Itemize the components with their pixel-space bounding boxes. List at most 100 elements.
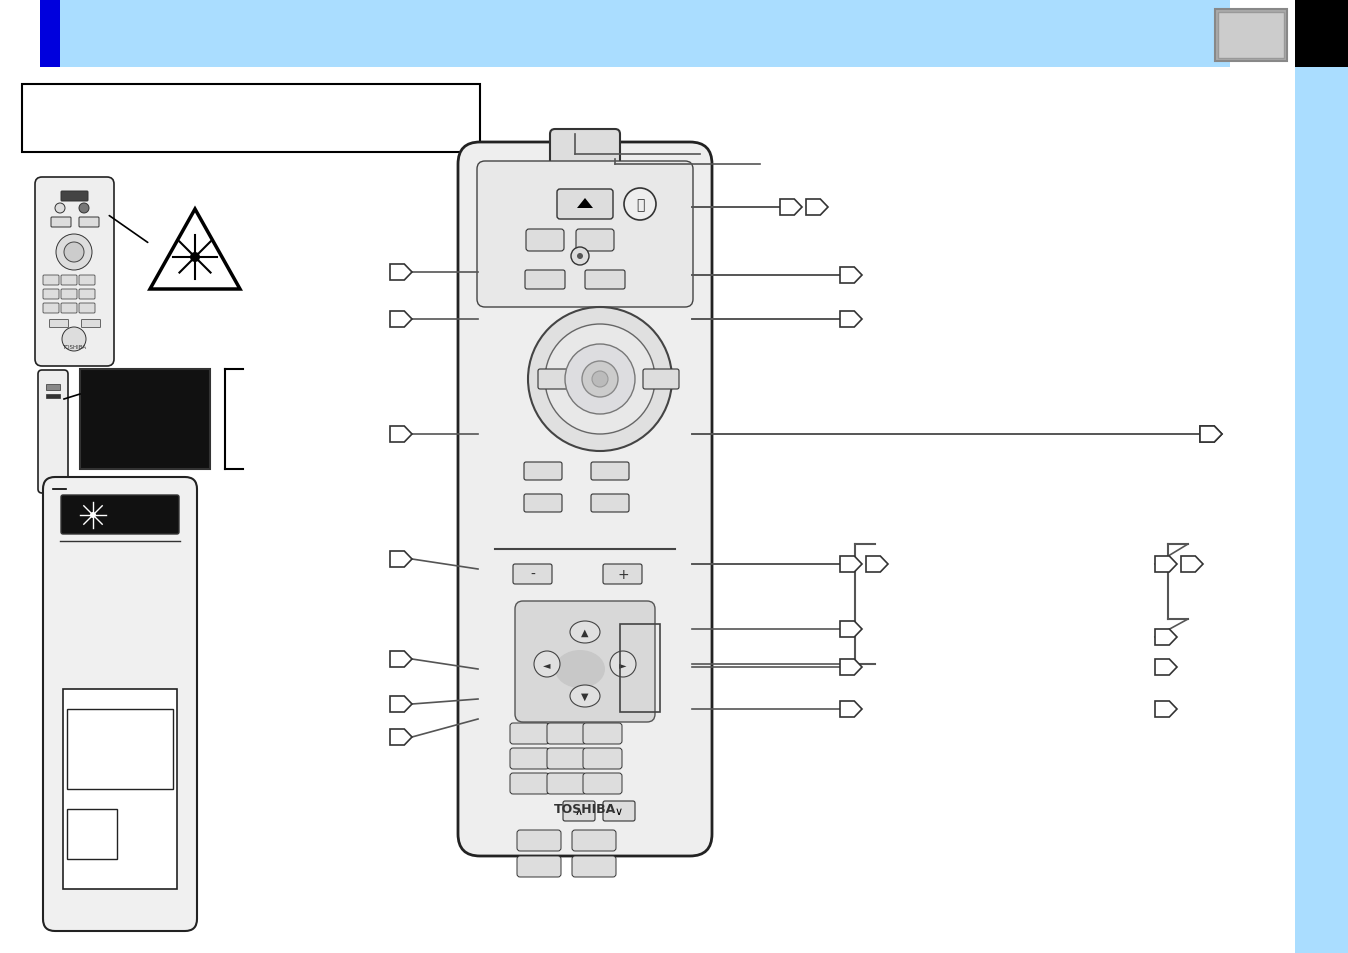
Text: +: + [617, 567, 628, 581]
FancyBboxPatch shape [582, 723, 621, 744]
Circle shape [592, 372, 608, 388]
Text: ◄: ◄ [543, 659, 551, 669]
Text: -: - [531, 567, 535, 581]
FancyBboxPatch shape [51, 218, 71, 228]
FancyBboxPatch shape [61, 290, 77, 299]
Polygon shape [150, 210, 240, 290]
FancyBboxPatch shape [572, 830, 616, 851]
Circle shape [62, 328, 86, 352]
FancyBboxPatch shape [547, 723, 586, 744]
FancyBboxPatch shape [80, 304, 94, 314]
Bar [1295, 68, 1348, 953]
FancyBboxPatch shape [524, 271, 565, 290]
FancyBboxPatch shape [80, 275, 94, 286]
Bar [46, 395, 61, 398]
Polygon shape [840, 268, 861, 284]
FancyBboxPatch shape [524, 495, 562, 513]
FancyBboxPatch shape [477, 162, 693, 308]
FancyBboxPatch shape [61, 496, 179, 535]
Ellipse shape [570, 685, 600, 707]
Circle shape [565, 345, 635, 415]
Polygon shape [840, 621, 861, 638]
Polygon shape [1200, 427, 1223, 442]
Polygon shape [1155, 629, 1177, 645]
FancyBboxPatch shape [61, 304, 77, 314]
FancyBboxPatch shape [80, 290, 94, 299]
Bar [46, 385, 61, 391]
Circle shape [545, 325, 655, 435]
Polygon shape [390, 427, 412, 442]
FancyBboxPatch shape [510, 723, 549, 744]
Polygon shape [840, 701, 861, 718]
Circle shape [63, 243, 84, 263]
FancyBboxPatch shape [550, 130, 620, 180]
Polygon shape [780, 200, 802, 215]
FancyBboxPatch shape [547, 773, 586, 794]
FancyBboxPatch shape [526, 230, 563, 252]
Circle shape [90, 513, 96, 518]
FancyBboxPatch shape [81, 320, 101, 328]
Text: TOSHIBA: TOSHIBA [62, 345, 86, 350]
Text: ▼: ▼ [581, 691, 589, 701]
Polygon shape [840, 659, 861, 676]
FancyBboxPatch shape [43, 275, 59, 286]
FancyBboxPatch shape [43, 477, 197, 931]
Bar [22, 85, 480, 152]
Text: ∧: ∧ [576, 806, 584, 816]
Bar [40, 0, 61, 68]
FancyBboxPatch shape [61, 275, 77, 286]
Text: ∨: ∨ [615, 806, 623, 816]
Polygon shape [865, 557, 888, 573]
Circle shape [57, 234, 92, 271]
Circle shape [55, 204, 65, 213]
FancyBboxPatch shape [514, 564, 551, 584]
Polygon shape [577, 199, 593, 209]
Ellipse shape [555, 650, 605, 688]
FancyBboxPatch shape [582, 773, 621, 794]
FancyBboxPatch shape [515, 601, 655, 722]
Ellipse shape [570, 621, 600, 643]
FancyBboxPatch shape [603, 801, 635, 821]
Bar [67, 709, 173, 789]
Text: TOSHIBA: TOSHIBA [554, 802, 616, 816]
FancyBboxPatch shape [43, 290, 59, 299]
Text: ►: ► [619, 659, 627, 669]
Text: ⏻: ⏻ [636, 198, 644, 212]
FancyBboxPatch shape [603, 564, 642, 584]
FancyBboxPatch shape [590, 462, 630, 480]
Circle shape [572, 248, 589, 266]
Text: ▲: ▲ [581, 627, 589, 638]
Circle shape [190, 253, 200, 263]
FancyBboxPatch shape [510, 748, 549, 769]
Ellipse shape [534, 651, 559, 678]
FancyBboxPatch shape [50, 320, 69, 328]
Polygon shape [390, 729, 412, 745]
FancyBboxPatch shape [538, 370, 574, 390]
Polygon shape [1155, 659, 1177, 676]
Bar [63, 689, 177, 889]
Bar [1219, 13, 1285, 59]
FancyBboxPatch shape [38, 371, 67, 494]
Bar [1215, 10, 1287, 62]
Bar [620, 624, 661, 712]
FancyBboxPatch shape [518, 856, 561, 877]
FancyBboxPatch shape [557, 190, 613, 220]
Polygon shape [1155, 557, 1177, 573]
FancyBboxPatch shape [524, 462, 562, 480]
Polygon shape [390, 552, 412, 567]
FancyBboxPatch shape [518, 830, 561, 851]
Circle shape [528, 308, 673, 452]
FancyBboxPatch shape [585, 271, 625, 290]
Polygon shape [390, 265, 412, 281]
Polygon shape [1155, 701, 1177, 718]
Polygon shape [390, 651, 412, 667]
FancyBboxPatch shape [582, 748, 621, 769]
Polygon shape [1181, 557, 1202, 573]
Polygon shape [1200, 427, 1223, 442]
Polygon shape [840, 312, 861, 328]
FancyBboxPatch shape [572, 856, 616, 877]
Polygon shape [390, 312, 412, 328]
FancyBboxPatch shape [510, 773, 549, 794]
Circle shape [582, 361, 617, 397]
Bar [1295, 0, 1348, 953]
